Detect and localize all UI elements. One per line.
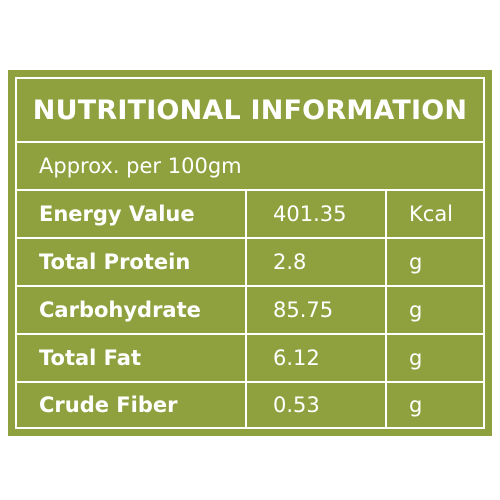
nutrient-value: 2.8 xyxy=(273,250,307,274)
nutrient-value: 0.53 xyxy=(273,393,320,417)
divider xyxy=(17,333,483,335)
nutrient-unit: g xyxy=(409,346,423,370)
column-divider xyxy=(245,191,247,427)
nutrient-name: Crude Fiber xyxy=(39,393,178,417)
divider xyxy=(17,237,483,239)
nutrient-unit: g xyxy=(409,298,423,322)
nutrient-unit: Kcal xyxy=(409,202,454,226)
nutrition-table: NUTRITIONAL INFORMATION Approx. per 100g… xyxy=(15,77,485,429)
nutrient-value: 401.35 xyxy=(273,202,347,226)
serving-size: Approx. per 100gm xyxy=(39,154,242,178)
nutrient-unit: g xyxy=(409,393,423,417)
nutrient-unit: g xyxy=(409,250,423,274)
nutrient-name: Energy Value xyxy=(39,202,195,226)
divider xyxy=(17,285,483,287)
nutrient-value: 85.75 xyxy=(273,298,334,322)
column-divider xyxy=(385,191,387,427)
divider xyxy=(17,381,483,383)
nutrition-panel: NUTRITIONAL INFORMATION Approx. per 100g… xyxy=(8,70,492,436)
nutrient-name: Carbohydrate xyxy=(39,298,201,322)
divider xyxy=(17,189,483,191)
divider xyxy=(17,141,483,143)
table-title: NUTRITIONAL INFORMATION xyxy=(32,94,468,126)
nutrient-name: Total Fat xyxy=(39,346,142,370)
nutrient-name: Total Protein xyxy=(39,250,191,274)
nutrient-value: 6.12 xyxy=(273,346,320,370)
